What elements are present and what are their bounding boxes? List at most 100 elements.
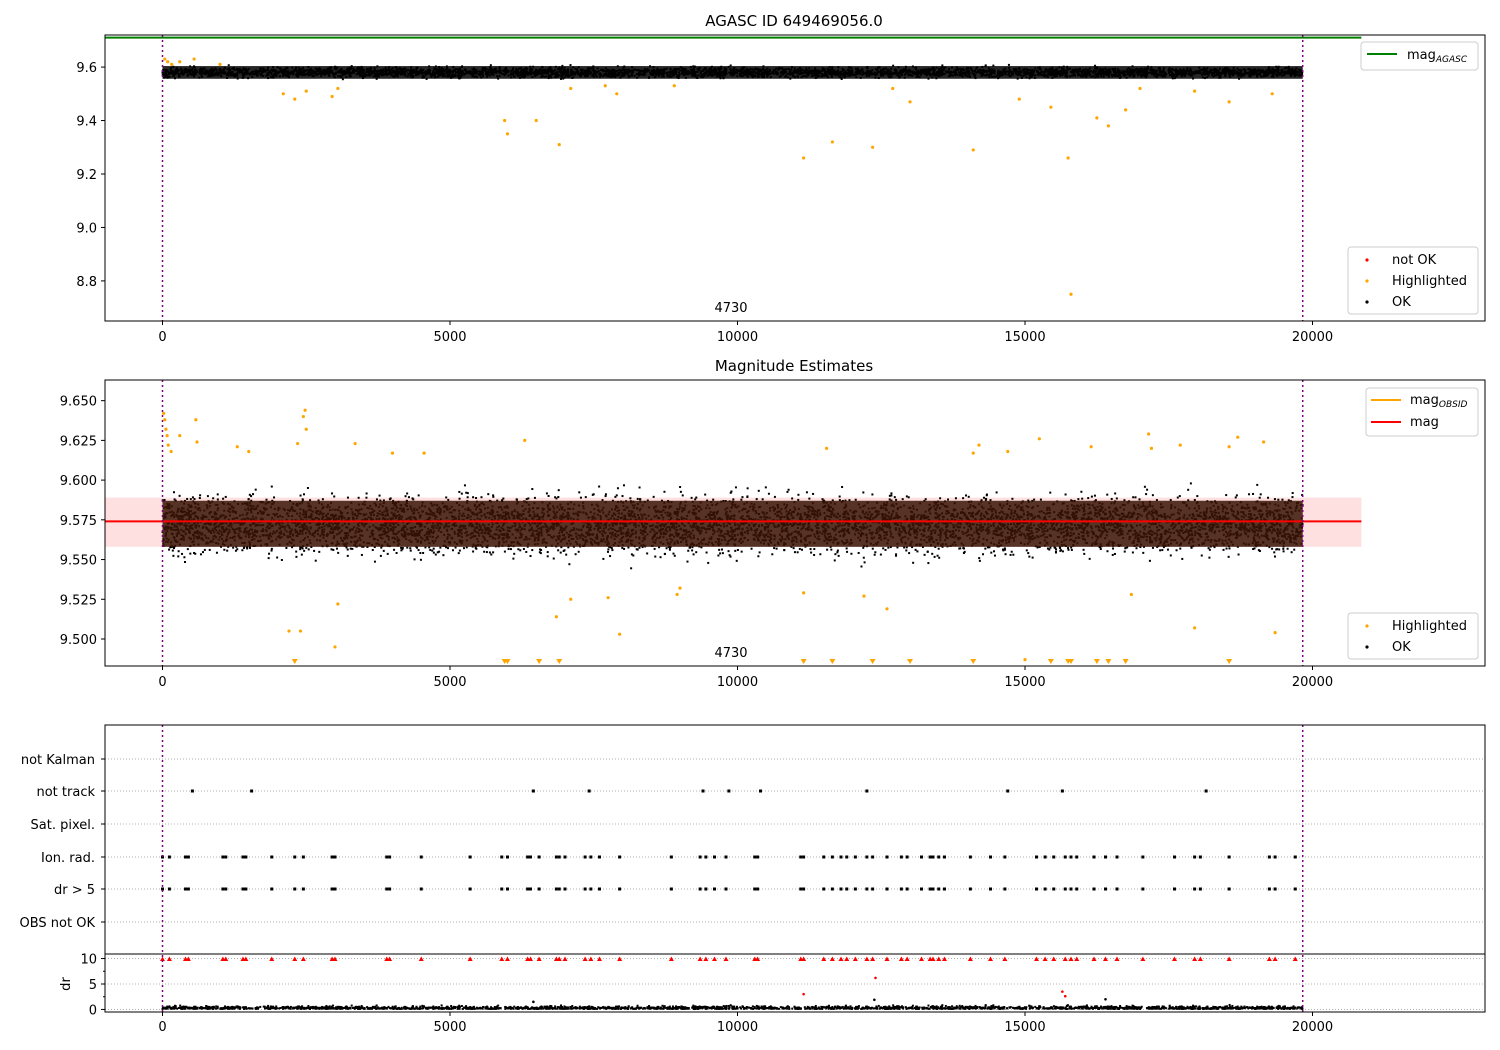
- highlighted-point: [672, 84, 676, 88]
- ok-point: [892, 64, 895, 67]
- ok-point: [445, 546, 448, 549]
- ok-point: [168, 548, 171, 551]
- ok-point: [299, 494, 302, 497]
- ok-point: [379, 499, 382, 502]
- ok-point: [375, 77, 378, 80]
- ok-point: [734, 486, 737, 489]
- highlighted-point: [218, 62, 222, 67]
- highlighted-point: [503, 118, 507, 123]
- ok-point: [1049, 491, 1052, 494]
- highlighted-point: [1124, 108, 1128, 112]
- ok-point: [792, 547, 795, 550]
- highlighted-point: [178, 60, 182, 64]
- ok-points: [161, 482, 1304, 570]
- ok-point: [569, 64, 572, 67]
- ok-points: [161, 63, 1304, 81]
- ok-point: [1094, 64, 1097, 67]
- highlighted-point: [802, 156, 806, 160]
- ok-point: [314, 559, 317, 562]
- ok-point: [821, 498, 824, 501]
- ok-point: [267, 557, 270, 560]
- ok-point: [425, 77, 428, 80]
- ok-point: [1082, 548, 1085, 551]
- ok-point: [1282, 550, 1285, 553]
- x-tick-label: 20000: [1292, 330, 1333, 345]
- ok-point: [337, 551, 340, 554]
- ok-point: [773, 495, 776, 498]
- x-tick-label: 15000: [1004, 330, 1045, 345]
- ok-point: [1234, 496, 1237, 499]
- highlighted-point: [1095, 116, 1099, 120]
- ok-point: [194, 552, 197, 555]
- ok-point: [303, 549, 306, 552]
- highlighted-point: [1049, 105, 1053, 109]
- highlighted-point: [891, 86, 895, 91]
- highlighted-point: [192, 57, 196, 61]
- ok-point: [295, 555, 298, 558]
- highlighted-points: [163, 57, 1274, 296]
- ok-point: [246, 546, 249, 549]
- ok-point: [540, 548, 543, 551]
- ok-point: [1064, 493, 1067, 496]
- ok-point: [309, 499, 312, 502]
- highlighted-point: [971, 148, 975, 152]
- ok-point: [227, 64, 230, 67]
- highlighted-point: [615, 92, 619, 96]
- x-tick-label: 0: [158, 330, 166, 345]
- highlighted-point: [1069, 292, 1073, 296]
- ok-point: [1070, 546, 1073, 549]
- ok-point: [503, 550, 506, 553]
- ok-point: [905, 549, 908, 552]
- highlighted-point: [330, 94, 334, 99]
- ok-point: [172, 554, 175, 557]
- highlighted-point: [557, 142, 561, 147]
- ok-point: [169, 546, 172, 549]
- ok-point: [890, 492, 893, 495]
- ok-point: [1178, 495, 1181, 498]
- ok-point: [561, 64, 564, 67]
- ok-point-cloud: [162, 66, 1303, 79]
- y-tick-label: 8.8: [76, 275, 97, 290]
- highlighted-point: [304, 89, 308, 93]
- highlighted-point: [830, 140, 834, 144]
- highlighted-point: [534, 118, 538, 123]
- highlighted-point: [871, 145, 875, 149]
- y-tick-label: 9.6: [76, 61, 97, 76]
- highlighted-point: [1227, 100, 1231, 104]
- ok-point: [560, 77, 563, 80]
- highlighted-point: [1270, 92, 1274, 96]
- ok-point: [962, 552, 965, 555]
- highlighted-point: [1066, 156, 1070, 160]
- magnitude-title: Magnitude Estimates: [715, 357, 873, 375]
- ok-point: [177, 550, 180, 553]
- agasc-axes-frame: [104, 34, 1486, 322]
- ok-point: [170, 545, 173, 548]
- ok-point: [1115, 497, 1118, 500]
- ok-point: [489, 64, 492, 67]
- ok-point: [783, 549, 786, 552]
- highlighted-point: [293, 97, 297, 101]
- highlighted-point: [505, 132, 510, 136]
- ok-point: [978, 557, 981, 560]
- ok-point: [557, 549, 560, 552]
- ok-point: [1126, 546, 1129, 549]
- agasc-title: AGASC ID 649469056.0: [705, 12, 883, 30]
- highlighted-point: [163, 57, 167, 61]
- y-tick-label: 9.0: [76, 221, 97, 236]
- ok-point: [1009, 553, 1012, 556]
- ok-point: [604, 495, 607, 498]
- ok-point: [988, 546, 991, 549]
- ok-point: [992, 64, 995, 67]
- ok-point: [622, 484, 625, 487]
- ok-point: [610, 547, 613, 550]
- ok-point: [208, 548, 211, 551]
- highlighted-point: [166, 60, 170, 64]
- highlighted-point: [1193, 89, 1197, 93]
- highlighted-point: [281, 92, 285, 96]
- ok-point: [660, 499, 663, 502]
- magnitude-panel: Magnitude Estimates 0 5000 10000 15000 20000…: [60, 357, 1486, 690]
- ok-point: [931, 552, 934, 555]
- highlighted-point: [908, 100, 912, 104]
- ok-point: [1011, 497, 1014, 500]
